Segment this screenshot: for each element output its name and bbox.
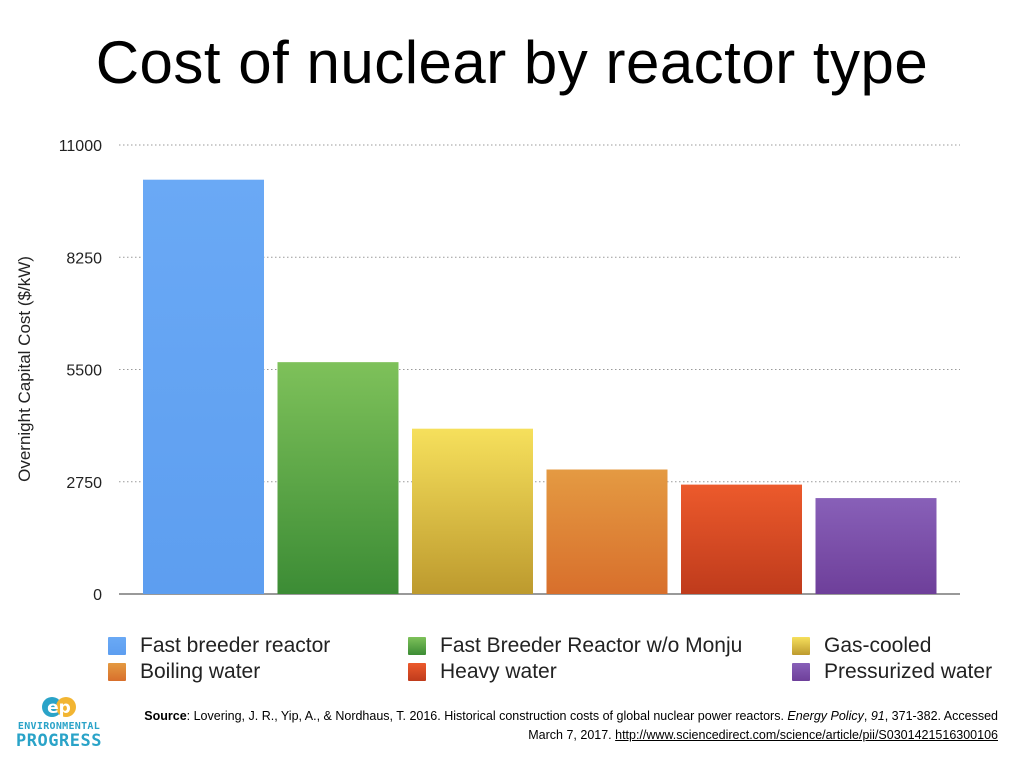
legend-item: Fast Breeder Reactor w/o Monju [408,634,742,658]
legend-swatch [408,663,426,681]
legend-item: Gas-cooled [792,634,931,658]
environmental-progress-logo: ep ENVIRONMENTAL PROGRESS [14,694,104,752]
source-link[interactable]: http://www.sciencedirect.com/science/art… [615,728,998,742]
legend-item: Heavy water [408,660,557,684]
source-journal: Energy Policy [787,709,864,723]
source-citation: Source: Lovering, J. R., Yip, A., & Nord… [138,707,998,745]
chart-legend: Fast breeder reactor Fast Breeder Reactor… [108,634,1008,690]
bar-pressurized-water [815,498,937,594]
y-axis-label: Overnight Capital Cost ($/kW) [15,256,34,482]
bar-fast-breeder-reactor [143,179,264,595]
y-tick-label: 5500 [66,363,102,380]
bar-boiling-water [546,469,668,594]
bar-gas-cooled [412,428,533,594]
y-tick-label: 8250 [66,250,102,267]
legend-label: Heavy water [440,660,557,683]
source-sep: , [863,709,871,723]
legend-swatch [108,663,126,681]
bar-fast-breeder-reactor-w-o-monju [277,362,399,594]
legend-swatch [108,637,126,655]
legend-label: Gas-cooled [824,634,932,657]
legend-item: Boiling water [108,660,260,684]
legend-item: Pressurized water [792,660,992,684]
legend-label: Boiling water [140,660,261,683]
logo-text-line1: ENVIRONMENTAL [17,721,101,732]
y-tick-labels: 0 2750 5500 8250 11000 [59,138,102,604]
bar-heavy-water [681,484,802,594]
legend-swatch [792,663,810,681]
legend-label: Fast breeder reactor [140,634,331,657]
ep-logo-icon: ep [42,697,76,718]
y-tick-label: 11000 [59,138,102,155]
legend-item: Fast breeder reactor [108,634,330,658]
bar-chart: 0 2750 5500 8250 11000 Overnight Capital Cos… [15,138,960,604]
logo-text-line2: PROGRESS [16,731,102,751]
legend-label: Fast Breeder Reactor w/o Monju [440,634,743,657]
legend-swatch [792,637,810,655]
source-label: Source [144,709,187,723]
y-tick-label: 0 [93,587,102,604]
source-text-part2: , 371-382. Accessed March 7, 2017. [528,709,998,742]
source-text-part1: : Lovering, J. R., Yip, A., & Nordhaus, … [186,709,788,723]
legend-label: Pressurized water [824,660,993,683]
legend-swatch [408,637,426,655]
slide-title: Cost of nuclear by reactor type [95,29,929,96]
bars [143,179,937,595]
svg-text:ep: ep [47,698,71,718]
y-tick-label: 2750 [66,475,102,492]
source-volume: 91 [870,709,885,723]
